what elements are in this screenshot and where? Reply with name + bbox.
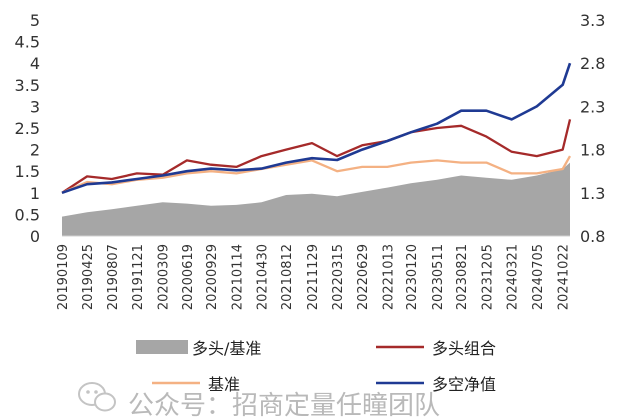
y-left-tick-label: 0 bbox=[30, 227, 40, 246]
x-tick-label: 20220315 bbox=[331, 244, 346, 310]
x-tick-label: 20191121 bbox=[131, 244, 146, 310]
x-tick-label: 20230511 bbox=[431, 244, 446, 310]
x-tick-label: 20241022 bbox=[557, 244, 572, 310]
x-tick-label: 20200309 bbox=[157, 244, 172, 310]
x-tick-label: 20221013 bbox=[381, 244, 396, 310]
legend-label: 基准 bbox=[208, 375, 240, 394]
y-left-tick-label: 1 bbox=[30, 184, 40, 203]
x-tick-label: 20240705 bbox=[531, 244, 546, 310]
legend-swatch bbox=[136, 340, 188, 354]
x-tick-label: 20190109 bbox=[56, 244, 71, 310]
x-tick-label: 20220629 bbox=[356, 244, 371, 310]
series-2-line bbox=[61, 155, 572, 194]
watermark-text: 公众号：招商定量任瞳团队 bbox=[128, 391, 440, 417]
legend-label: 多空净值 bbox=[432, 375, 496, 394]
x-tick-label: 20231205 bbox=[480, 244, 495, 310]
line-series-layer bbox=[61, 62, 572, 195]
y-right-tick-label: 1.8 bbox=[580, 141, 605, 160]
y-left-tick-label: 5 bbox=[30, 11, 40, 30]
legend-label: 多头/基准 bbox=[192, 339, 261, 358]
y-right-tick-label: 3.3 bbox=[580, 11, 605, 30]
y-left-tick-label: 1.5 bbox=[15, 162, 40, 181]
x-tick-label: 20200619 bbox=[181, 244, 196, 310]
y-left-tick-label: 4.5 bbox=[15, 33, 40, 52]
y-right-tick-label: 0.8 bbox=[580, 227, 605, 246]
x-tick-label: 20210430 bbox=[256, 244, 271, 310]
area-series-layer bbox=[62, 162, 570, 236]
y-left-tick-label: 3.5 bbox=[15, 76, 40, 95]
x-tick-label: 20240321 bbox=[506, 244, 521, 310]
x-tick-label: 20230821 bbox=[455, 244, 470, 310]
x-tick-label: 20190807 bbox=[106, 244, 121, 310]
x-tick-label: 20211129 bbox=[306, 244, 321, 310]
y-left-tick-label: 0.5 bbox=[15, 205, 40, 224]
x-tick-label: 20230120 bbox=[405, 244, 420, 310]
x-tick-label: 20190425 bbox=[81, 244, 96, 310]
y-right-tick-label: 2.8 bbox=[580, 54, 605, 73]
series-3-line bbox=[61, 62, 572, 195]
watermark: 公众号：招商定量任瞳团队 bbox=[78, 382, 440, 417]
y-left-tick-label: 4 bbox=[30, 54, 40, 73]
y-right-tick-label: 1.3 bbox=[580, 184, 605, 203]
series-0-area bbox=[62, 162, 570, 236]
legend-label: 多头组合 bbox=[432, 339, 496, 358]
wechat-icon bbox=[78, 382, 116, 412]
y-left-tick-label: 3 bbox=[30, 97, 40, 116]
x-tick-label: 20200929 bbox=[205, 244, 220, 310]
y-left-tick-label: 2.5 bbox=[15, 119, 40, 138]
series-1-line bbox=[61, 119, 572, 194]
axis-layer: 0 0.5 1 1.5 2 2.5 3 3.5 4 4.5 5 0.8 1.3 1.8 2.3 2.8 3.3 2… bbox=[15, 11, 606, 310]
y-right-tick-label: 2.3 bbox=[580, 97, 605, 116]
x-tick-label: 20210114 bbox=[230, 244, 245, 310]
y-left-tick-label: 2 bbox=[30, 141, 40, 160]
x-tick-label: 20210812 bbox=[280, 244, 295, 310]
